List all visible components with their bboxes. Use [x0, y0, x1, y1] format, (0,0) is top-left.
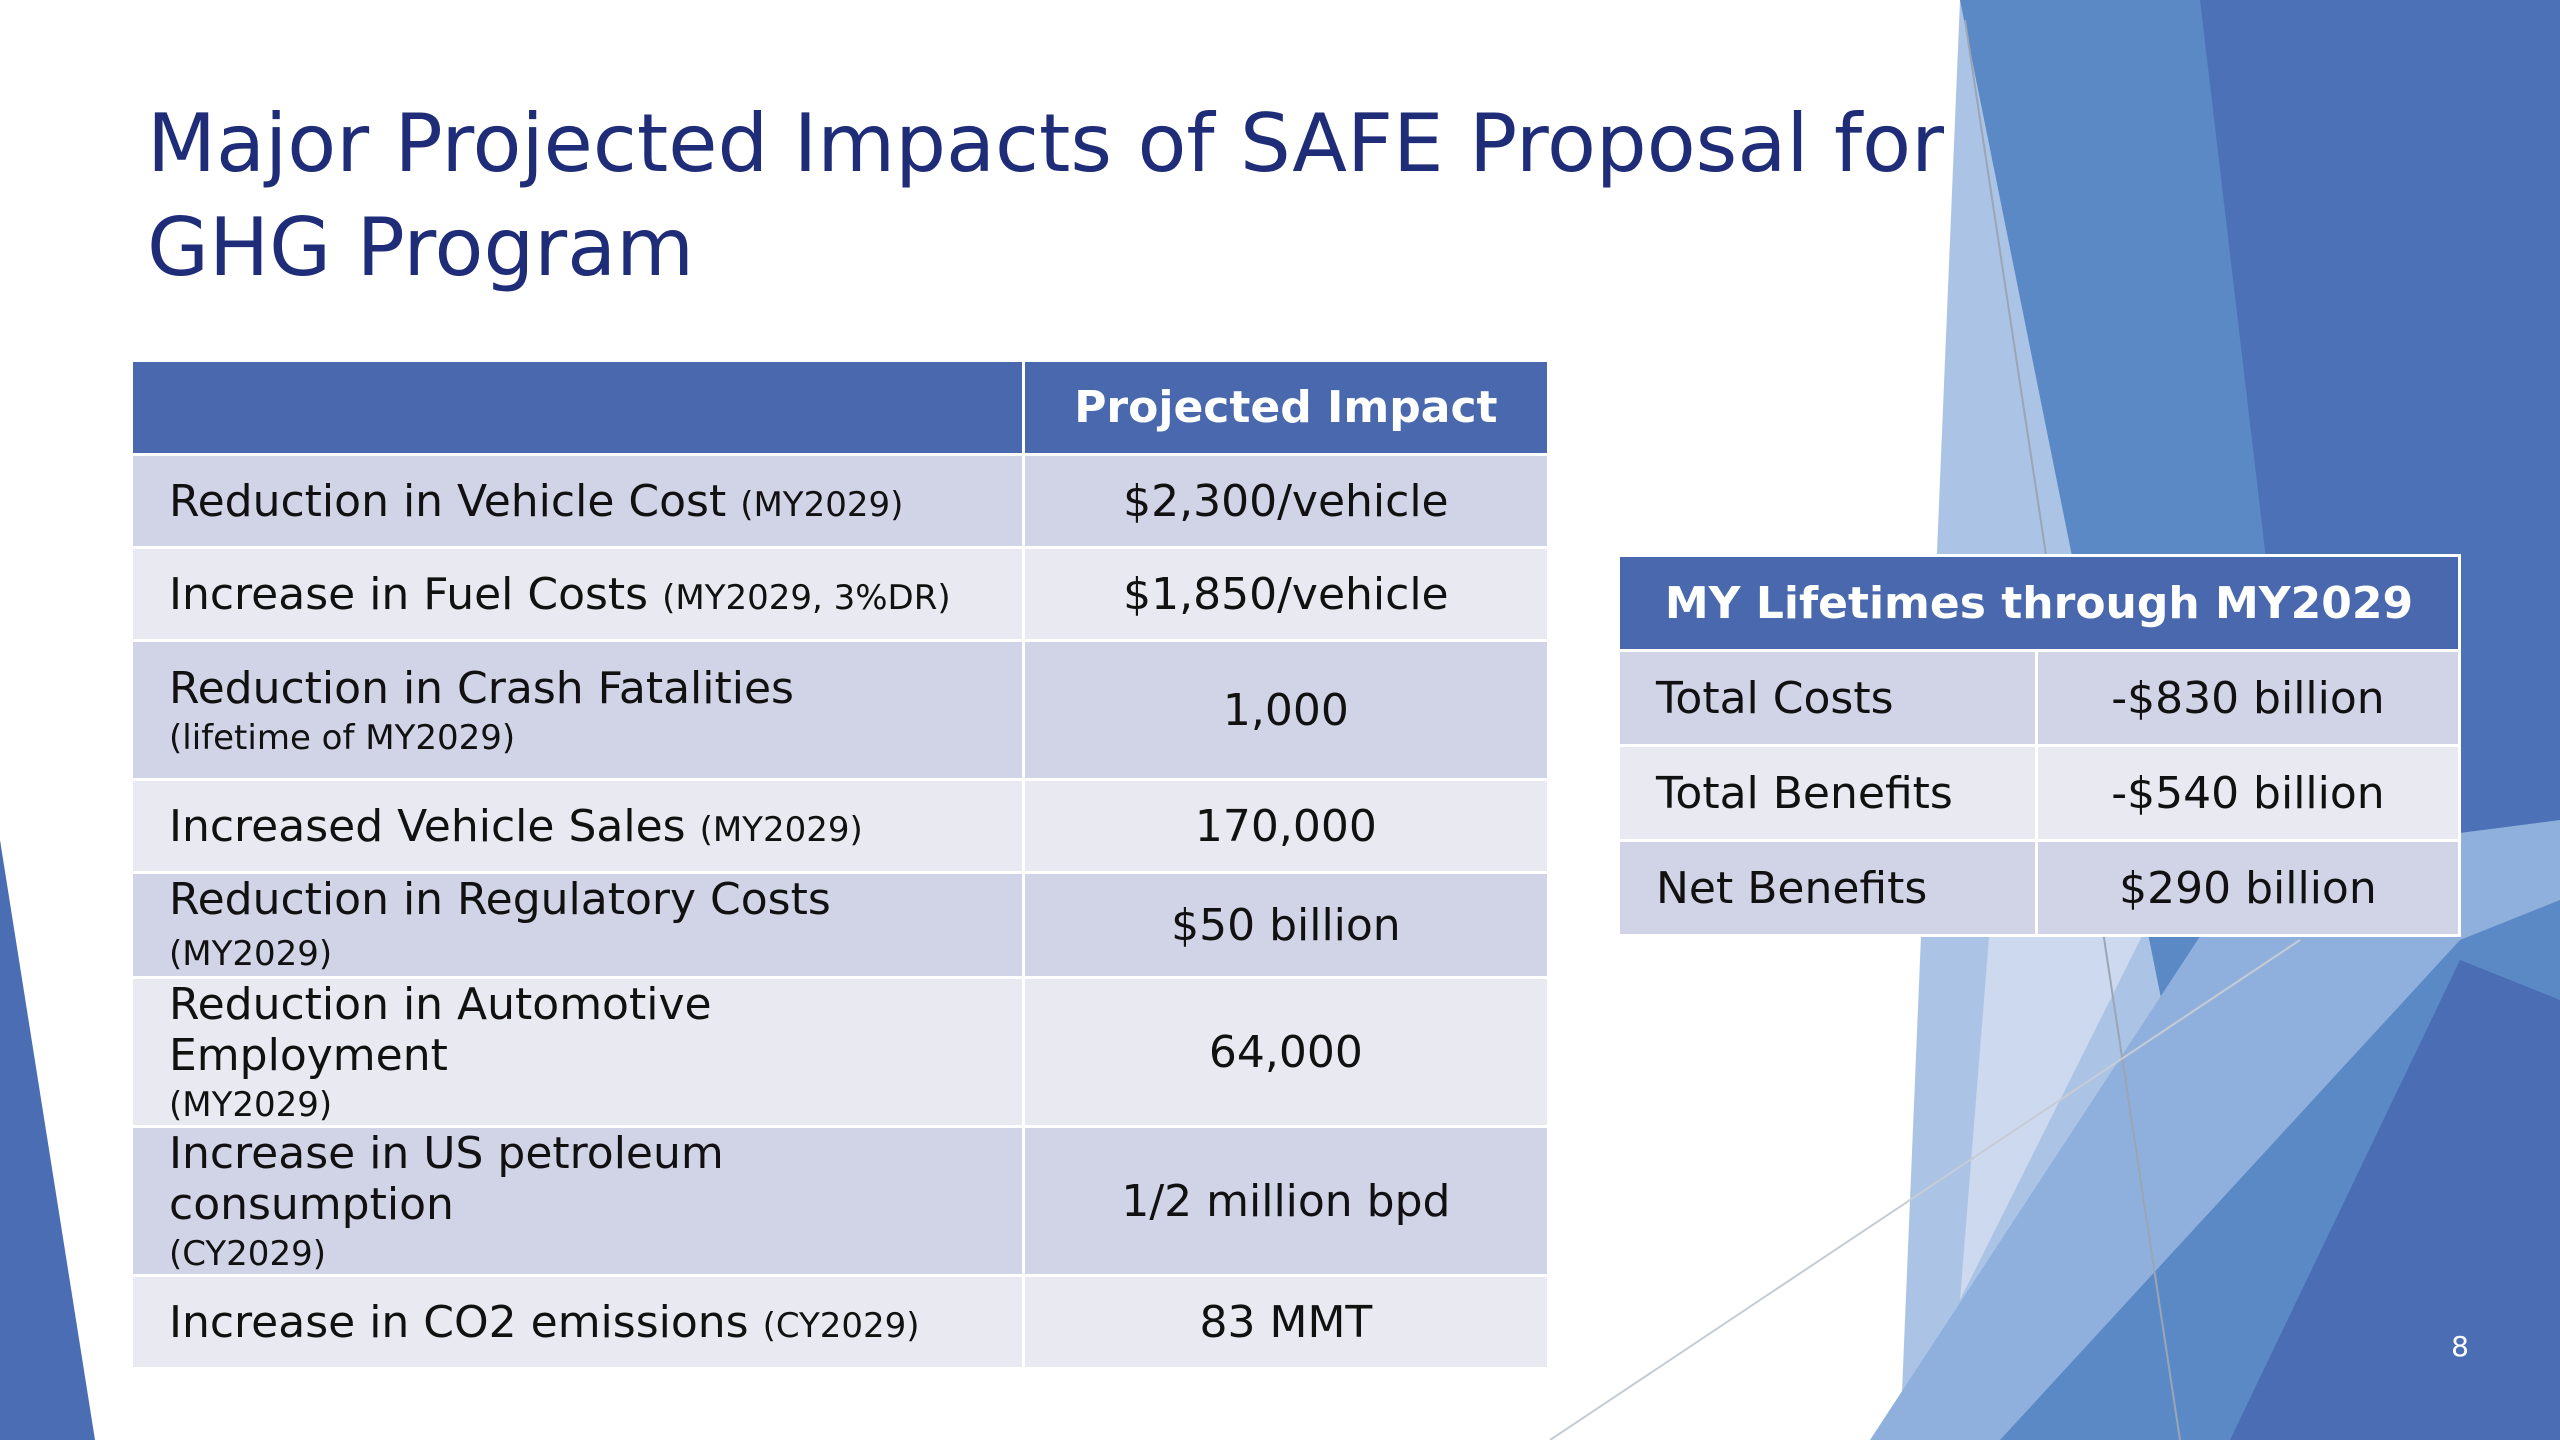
row-label-text: Increase in CO2 emissions	[169, 1296, 749, 1348]
table-header-row: Projected Impact	[130, 359, 1551, 456]
row-label: Net Benefits	[1617, 839, 2038, 937]
projected-impact-table: Projected Impact Reduction in Vehicle Co…	[130, 359, 1551, 1370]
row-label-note: (CY2029)	[169, 1234, 326, 1274]
table-row: Increase in CO2 emissions (CY2029) 83 MM…	[130, 1274, 1551, 1370]
decor-facet-bottom-deep	[2230, 960, 2560, 1440]
row-label: Reduction in Crash Fatalities (lifetime o…	[130, 639, 1025, 781]
table-row: Increased Vehicle Sales (MY2029) 170,000	[130, 778, 1551, 874]
lifetime-summary-table: MY Lifetimes through MY2029 Total Costs …	[1617, 554, 2462, 937]
row-label-text: Increase in US petroleum consumption	[169, 1128, 724, 1230]
row-label-note: (MY2029)	[699, 809, 863, 850]
row-label-note: (MY2029)	[169, 1085, 333, 1125]
table-header-row: MY Lifetimes through MY2029	[1617, 554, 2461, 652]
row-label-note: (MY2029)	[740, 484, 904, 525]
row-value: $1,850/vehicle	[1021, 546, 1551, 642]
row-label-text: Reduction in Regulatory Costs	[169, 874, 831, 925]
row-label-note: (MY2029)	[169, 934, 333, 974]
table-row: Reduction in Automotive Employment (MY202…	[130, 976, 1551, 1128]
page-number: 8	[2451, 1330, 2469, 1363]
row-label: Increase in Fuel Costs (MY2029, 3%DR)	[130, 546, 1025, 642]
row-label-text: Reduction in Crash Fatalities	[169, 662, 794, 714]
header-projected-impact: Projected Impact	[1021, 359, 1551, 456]
row-value: 1,000	[1021, 639, 1551, 781]
row-label: Increase in CO2 emissions (CY2029)	[130, 1274, 1025, 1370]
row-value: 64,000	[1021, 976, 1551, 1128]
row-value: $2,300/vehicle	[1021, 453, 1551, 549]
row-label: Increase in US petroleum consumption (CY2…	[130, 1125, 1025, 1277]
row-label: Total Benefits	[1617, 744, 2038, 842]
row-label-note: (CY2029)	[762, 1305, 920, 1346]
table-row: Total Benefits -$540 billion	[1617, 744, 2462, 842]
row-label-text: Increase in Fuel Costs	[169, 568, 649, 620]
row-value: -$830 billion	[2034, 649, 2462, 747]
table-row: Reduction in Crash Fatalities (lifetime o…	[130, 639, 1551, 781]
row-label: Reduction in Regulatory Costs (MY2029)	[130, 871, 1025, 979]
header-label-cell	[130, 359, 1025, 456]
slide-title: Major Projected Impacts of SAFE Proposal…	[147, 97, 1944, 294]
row-label: Increased Vehicle Sales (MY2029)	[130, 778, 1025, 874]
row-label-text: Reduction in Automotive Employment	[169, 979, 712, 1081]
row-value: 83 MMT	[1021, 1274, 1551, 1370]
row-label-note: (MY2029, 3%DR)	[662, 577, 951, 618]
row-label-text: Increased Vehicle Sales	[169, 800, 686, 852]
table-row: Increase in Fuel Costs (MY2029, 3%DR) $1…	[130, 546, 1551, 642]
table-row: Total Costs -$830 billion	[1617, 649, 2462, 747]
row-value: $290 billion	[2034, 839, 2462, 937]
table-row: Increase in US petroleum consumption (CY2…	[130, 1125, 1551, 1277]
table-row: Net Benefits $290 billion	[1617, 839, 2462, 937]
decor-thin-line-2	[1549, 939, 2301, 1440]
row-value: 1/2 million bpd	[1021, 1125, 1551, 1277]
row-label: Total Costs	[1617, 649, 2038, 747]
row-label: Reduction in Automotive Employment (MY202…	[130, 976, 1025, 1128]
table-row: Reduction in Regulatory Costs (MY2029) $…	[130, 871, 1551, 979]
decor-left-wedge	[0, 840, 95, 1440]
row-label-note: (lifetime of MY2029)	[169, 717, 516, 758]
header-my-lifetimes: MY Lifetimes through MY2029	[1617, 554, 2461, 652]
row-label: Reduction in Vehicle Cost (MY2029)	[130, 453, 1025, 549]
row-value: $50 billion	[1021, 871, 1551, 979]
row-label-text: Reduction in Vehicle Cost	[169, 475, 727, 527]
row-value: 170,000	[1021, 778, 1551, 874]
row-value: -$540 billion	[2034, 744, 2462, 842]
table-row: Reduction in Vehicle Cost (MY2029) $2,30…	[130, 453, 1551, 549]
